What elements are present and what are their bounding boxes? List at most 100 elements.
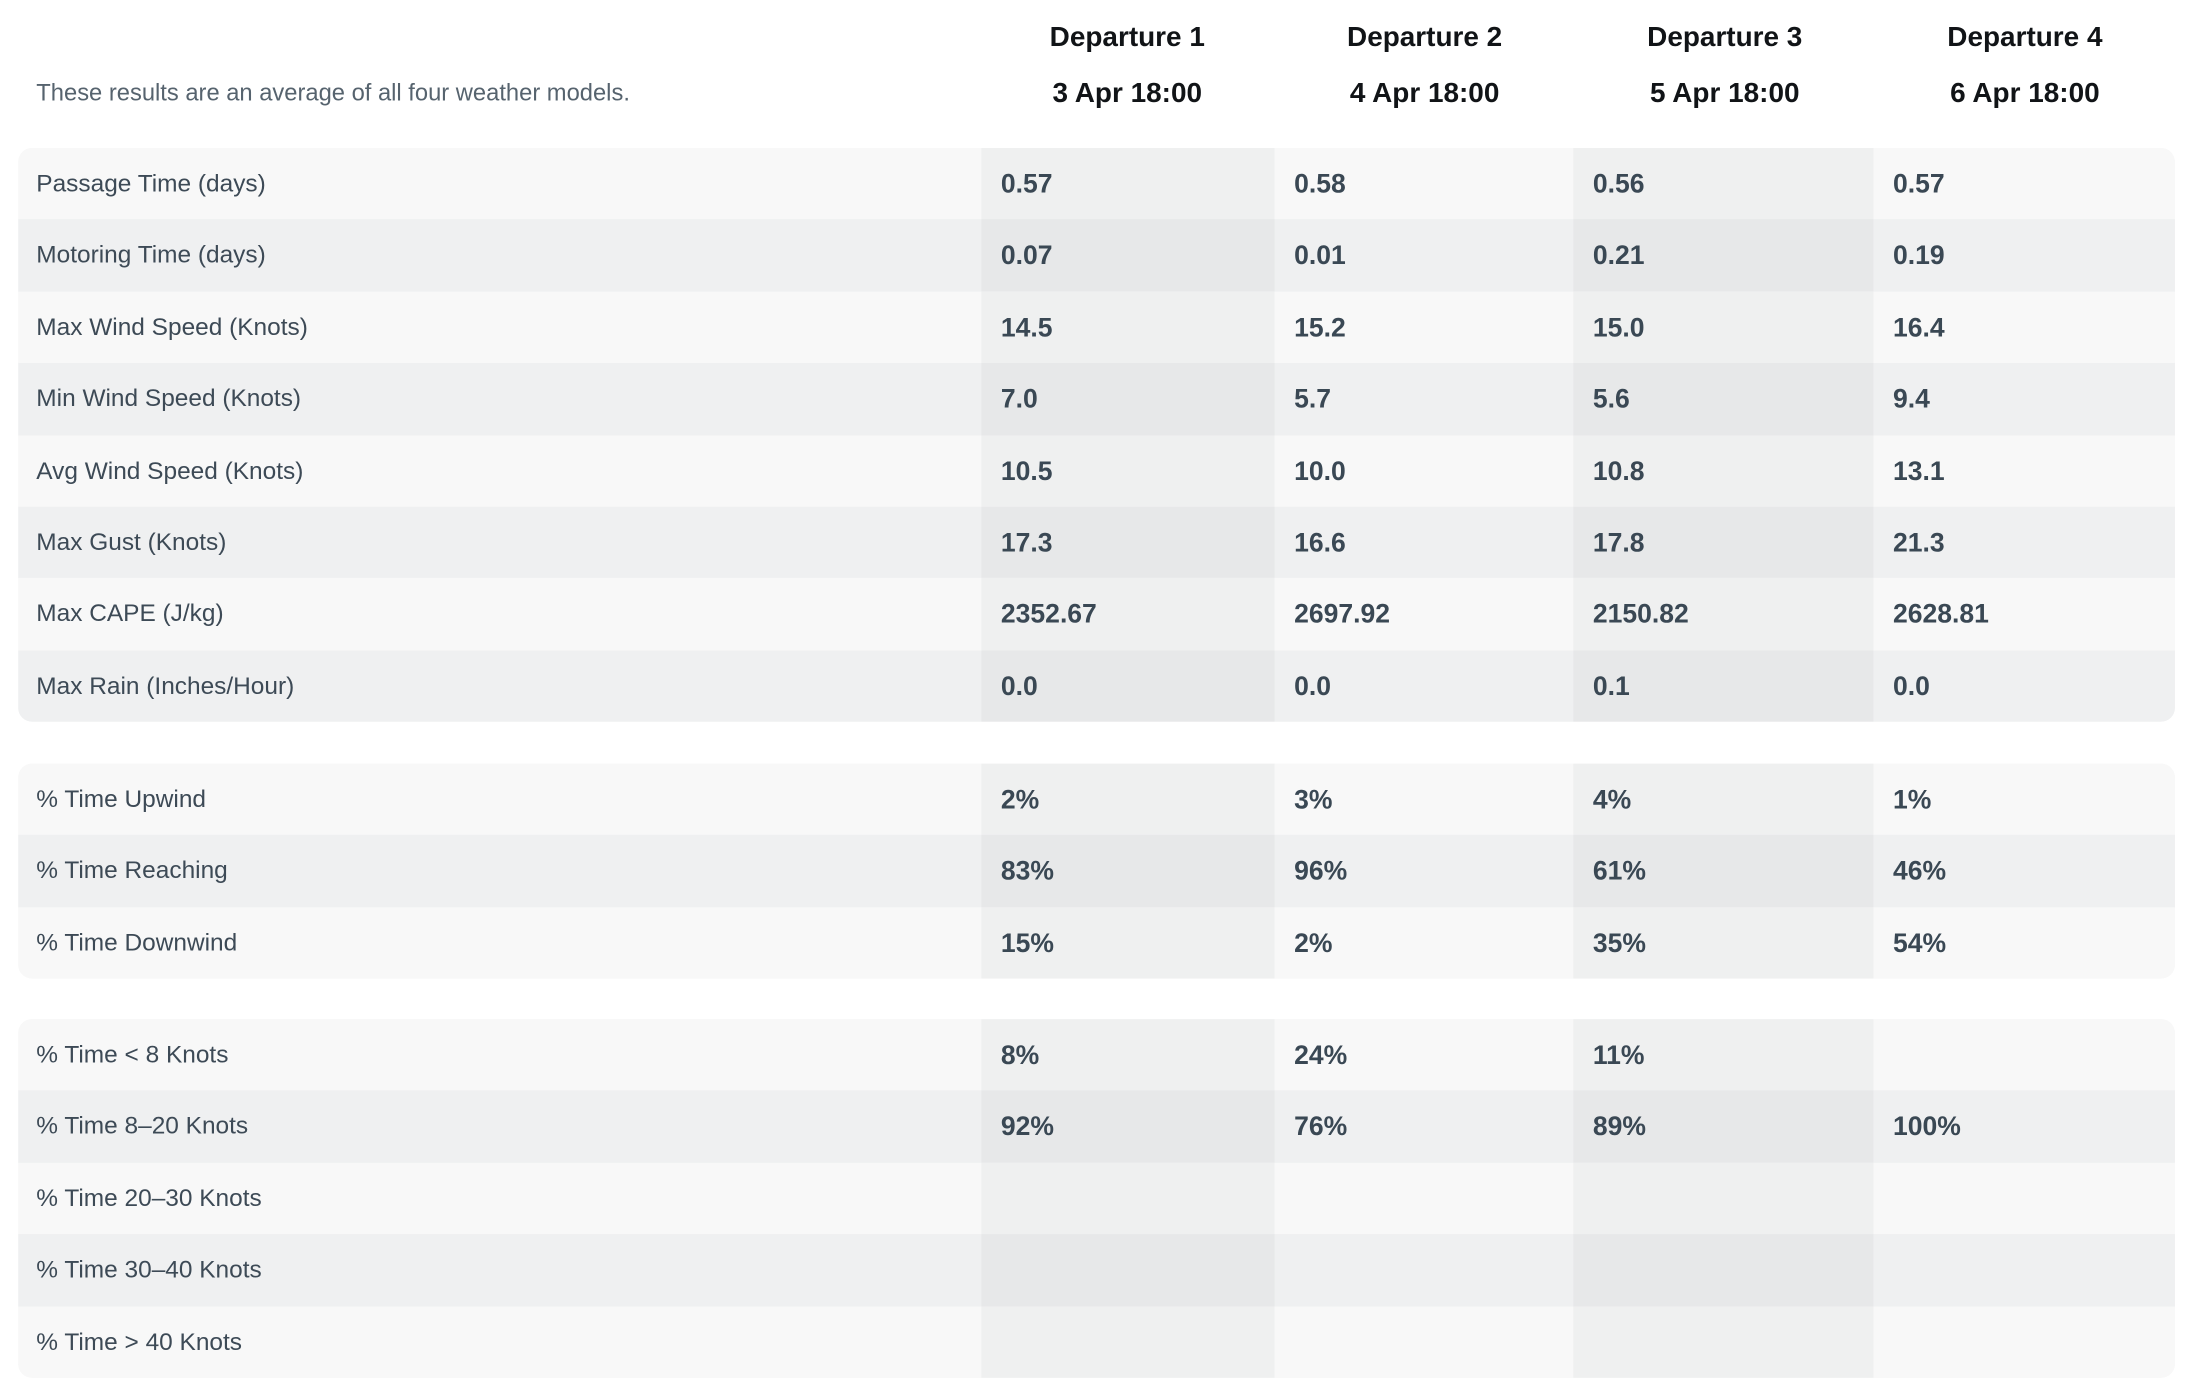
value-cell: 54% — [1892, 929, 1947, 959]
value-cell: 17.8 — [1573, 506, 1874, 579]
departure-date: 6 Apr 18:00 — [1950, 78, 2100, 109]
value-cell: 17.3 — [981, 506, 1275, 579]
departure-date: 4 Apr 18:00 — [1349, 78, 1500, 109]
table-row: Max Wind Speed (Knots) 14.5 15.2 15.0 16… — [18, 291, 2175, 364]
table-row: Min Wind Speed (Knots) 7.0 5.7 5.6 9.4 — [18, 363, 2175, 435]
value-cell: 2628.81 — [1892, 600, 1989, 631]
wind-band-table: % Time < 8 Knots 8% 24% 11% % Time 8–20 … — [18, 1019, 2175, 1378]
value-cell: 0.21 — [1573, 219, 1874, 292]
value-cell: 35% — [1573, 907, 1874, 979]
value-cell — [1573, 1234, 1874, 1307]
row-label: % Time Downwind — [36, 928, 238, 956]
value-cell: 5.7 — [1294, 385, 1331, 415]
row-label: Min Wind Speed (Knots) — [36, 384, 302, 413]
value-cell: 9.4 — [1892, 385, 1930, 415]
passage-stats-table: Passage Time (days) 0.57 0.58 0.56 0.57 … — [18, 147, 2175, 722]
departure-date: 3 Apr 18:00 — [1052, 78, 1203, 109]
table-row: Max Rain (Inches/Hour) 0.0 0.0 0.1 0.0 — [18, 650, 2175, 722]
row-label: Passage Time (days) — [36, 168, 266, 197]
value-cell: 61% — [1573, 835, 1874, 908]
value-cell: 7.0 — [981, 363, 1275, 435]
value-cell: 89% — [1573, 1090, 1874, 1163]
value-cell: 0.0 — [1892, 672, 1930, 702]
departure-2-header: Departure 2 4 Apr 18:00 — [1275, 20, 1575, 112]
departure-1-header: Departure 1 3 Apr 18:00 — [977, 20, 1277, 112]
table-row: Avg Wind Speed (Knots) 10.5 10.0 10.8 13… — [18, 434, 2175, 507]
table-row: % Time Reaching 83% 96% 61% 46% — [18, 835, 2175, 908]
row-label: % Time Reaching — [36, 856, 228, 885]
value-cell: 14.5 — [981, 291, 1275, 364]
departure-title: Departure 2 — [1347, 22, 1503, 54]
value-cell: 10.0 — [1294, 457, 1346, 487]
row-label: Max CAPE (J/kg) — [36, 599, 224, 628]
row-label: Max Gust (Knots) — [36, 527, 227, 556]
value-cell: 10.5 — [981, 434, 1275, 507]
value-cell: 10.8 — [1573, 434, 1874, 507]
row-label: % Time 30–40 Knots — [36, 1255, 262, 1284]
value-cell: 0.0 — [981, 650, 1275, 722]
value-cell — [981, 1306, 1275, 1378]
value-cell: 16.6 — [1294, 529, 1346, 559]
value-cell: 8% — [981, 1019, 1275, 1091]
value-cell: 2697.92 — [1294, 600, 1390, 631]
value-cell: 13.1 — [1892, 457, 1945, 487]
value-cell: 1% — [1892, 785, 1932, 816]
value-cell — [1873, 1019, 2175, 1091]
departure-3-header: Departure 3 5 Apr 18:00 — [1575, 20, 1875, 112]
row-label: % Time > 40 Knots — [36, 1326, 243, 1355]
value-cell — [1873, 1163, 2175, 1235]
table-row: Max CAPE (J/kg) 2352.67 2697.92 2150.82 … — [18, 578, 2175, 651]
departure-title: Departure 1 — [1049, 22, 1205, 54]
value-cell: 21.3 — [1892, 529, 1945, 559]
value-cell — [1275, 1306, 1574, 1378]
value-cell: 5.6 — [1573, 363, 1874, 435]
row-label: Avg Wind Speed (Knots) — [36, 455, 304, 484]
value-cell: 2% — [1294, 929, 1333, 959]
table-row: Passage Time (days) 0.57 0.58 0.56 0.57 — [18, 147, 2175, 220]
row-label: Motoring Time (days) — [36, 240, 266, 269]
departure-4-header: Departure 4 6 Apr 18:00 — [1875, 20, 2175, 112]
value-cell: 3% — [1294, 785, 1333, 816]
value-cell: 76% — [1294, 1113, 1348, 1143]
value-cell: 15% — [981, 907, 1275, 979]
value-cell: 0.07 — [981, 219, 1275, 292]
value-cell: 24% — [1294, 1041, 1348, 1071]
value-cell — [1573, 1306, 1874, 1378]
averages-note: These results are an average of all four… — [36, 79, 630, 107]
table-row: % Time Downwind 15% 2% 35% 54% — [18, 907, 2175, 979]
value-cell: 0.01 — [1294, 242, 1346, 272]
value-cell: 16.4 — [1892, 313, 1945, 344]
table-row: % Time 8–20 Knots 92% 76% 89% 100% — [18, 1090, 2175, 1163]
value-cell: 0.1 — [1573, 650, 1874, 722]
table-row: Motoring Time (days) 0.07 0.01 0.21 0.19 — [18, 219, 2175, 292]
value-cell: 46% — [1892, 857, 1947, 888]
value-cell — [1275, 1234, 1574, 1306]
value-cell: 0.58 — [1294, 170, 1346, 200]
departure-title: Departure 4 — [1947, 22, 2103, 54]
value-cell: 96% — [1294, 857, 1348, 888]
value-cell — [1573, 1162, 1874, 1235]
row-label: Max Rain (Inches/Hour) — [36, 671, 295, 700]
row-label: % Time 8–20 Knots — [36, 1111, 249, 1140]
value-cell — [981, 1234, 1275, 1307]
value-cell: 4% — [1573, 763, 1874, 836]
value-cell — [1873, 1234, 2175, 1306]
table-row: % Time > 40 Knots — [18, 1306, 2175, 1378]
value-cell: 0.57 — [1892, 170, 1945, 200]
row-label: % Time 20–30 Knots — [36, 1183, 262, 1212]
table-header: These results are an average of all four… — [0, 0, 2192, 148]
value-cell: 2150.82 — [1573, 578, 1874, 651]
value-cell: 0.0 — [1294, 672, 1331, 702]
row-label: % Time Upwind — [36, 784, 207, 813]
departure-date: 5 Apr 18:00 — [1650, 78, 1800, 109]
table-row: % Time < 8 Knots 8% 24% 11% — [18, 1019, 2175, 1091]
table-row: Max Gust (Knots) 17.3 16.6 17.8 21.3 — [18, 506, 2175, 579]
row-label: % Time < 8 Knots — [36, 1040, 229, 1068]
value-cell: 2% — [981, 763, 1275, 836]
value-cell: 0.56 — [1573, 147, 1874, 220]
value-cell — [1873, 1306, 2175, 1378]
point-of-sail-table: % Time Upwind 2% 3% 4% 1% % Time Reachin… — [18, 763, 2175, 979]
value-cell: 15.2 — [1294, 313, 1346, 344]
value-cell: 83% — [981, 835, 1275, 908]
